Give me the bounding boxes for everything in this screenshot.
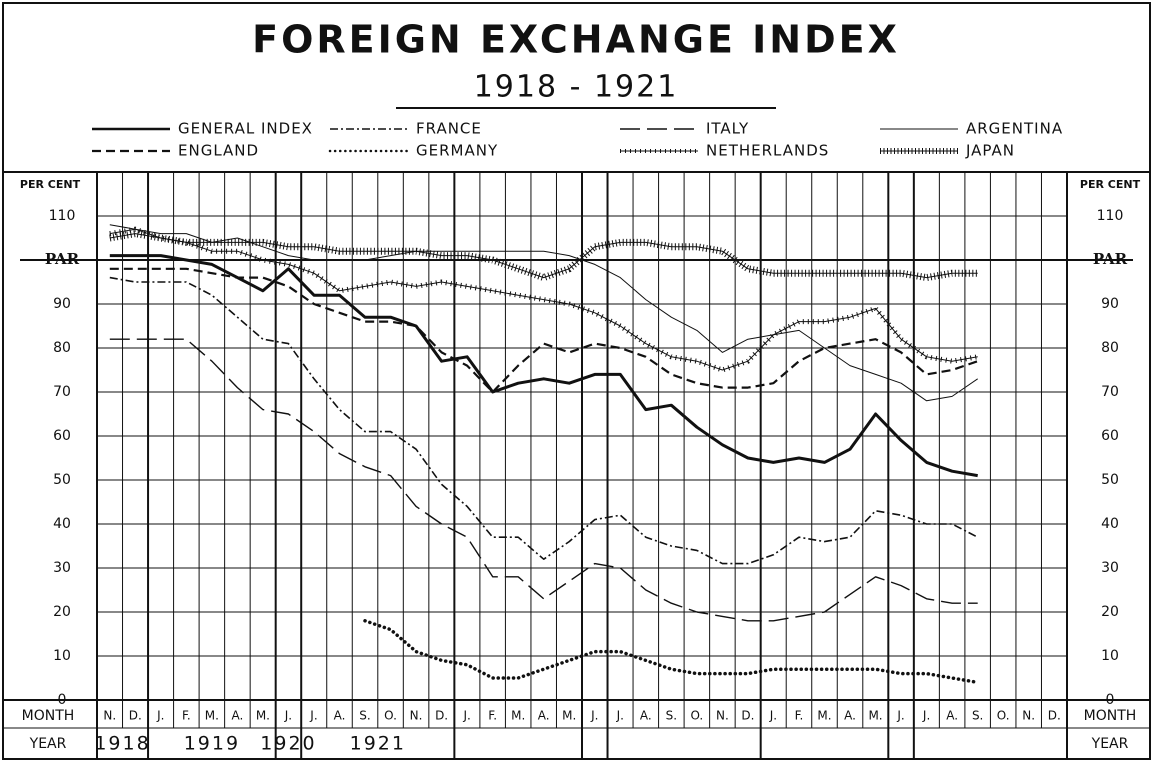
legend-label: GENERAL INDEX <box>178 120 313 138</box>
x-tick-label: N. <box>103 709 116 723</box>
y-tick-label: 50 <box>53 472 71 488</box>
x-tick-label: A. <box>946 709 958 723</box>
year-label: 1918 <box>94 733 150 755</box>
x-tick-label: J. <box>309 709 317 723</box>
x-axis-label: MONTH <box>22 708 75 724</box>
year-label: 1919 <box>184 733 240 755</box>
y-tick-label-right: 80 <box>1101 340 1119 356</box>
x-tick-label: M. <box>205 709 219 723</box>
series-line <box>109 254 978 478</box>
y-tick-label: 60 <box>53 428 71 444</box>
year-label: 1920 <box>260 733 316 755</box>
x-tick-label: N. <box>410 709 423 723</box>
y-tick-label: 10 <box>53 648 71 664</box>
line-texture <box>109 230 978 282</box>
x-tick-label: N. <box>1022 709 1035 723</box>
y-tick-label: 40 <box>53 516 71 532</box>
y-axis-label-right: PER CENT <box>1080 178 1141 191</box>
y-tick-label-right: 70 <box>1101 384 1119 400</box>
x-tick-label: M. <box>562 709 576 723</box>
x-tick-label: D. <box>129 709 142 723</box>
y-tick-label: 30 <box>53 560 71 576</box>
y-tick-label: 0 <box>58 692 67 708</box>
x-tick-label: S. <box>359 709 370 723</box>
x-axis-label-year-right: YEAR <box>1091 736 1129 752</box>
legend-label: FRANCE <box>416 120 482 138</box>
x-tick-label: F. <box>488 709 497 723</box>
x-tick-label: J. <box>769 709 777 723</box>
x-tick-label: A. <box>640 709 652 723</box>
y-tick-label-right: 110 <box>1097 208 1124 224</box>
legend-label: ARGENTINA <box>966 120 1063 138</box>
series-line <box>109 276 979 565</box>
x-tick-label: M. <box>256 709 270 723</box>
series-line <box>109 228 978 371</box>
x-tick-label: A. <box>538 709 550 723</box>
x-tick-label: S. <box>972 709 983 723</box>
y-tick-label: 20 <box>53 604 71 620</box>
x-tick-label: M. <box>868 709 882 723</box>
y-tick-label: 90 <box>53 296 71 312</box>
x-tick-label: A. <box>844 709 856 723</box>
y-tick-label-right: 60 <box>1101 428 1119 444</box>
x-tick-label: J. <box>284 709 292 723</box>
x-tick-label: J. <box>590 709 598 723</box>
y-tick-label-right: 40 <box>1101 516 1119 532</box>
x-tick-label: J. <box>922 709 930 723</box>
y-tick-label-right: 90 <box>1101 296 1119 312</box>
chart-subtitle: 1918 - 1921 <box>474 70 679 105</box>
legend-label: NETHERLANDS <box>706 142 829 160</box>
y-tick-label-right: 30 <box>1101 560 1119 576</box>
x-tick-label: A. <box>334 709 346 723</box>
y-tick-label-right: 50 <box>1101 472 1119 488</box>
x-tick-label: O. <box>997 709 1010 723</box>
x-tick-label: J. <box>462 709 470 723</box>
legend-label: GERMANY <box>416 142 498 160</box>
year-label: 1921 <box>350 733 406 755</box>
series-line <box>109 267 979 394</box>
x-tick-label: D. <box>741 709 754 723</box>
x-axis-label-right: MONTH <box>1084 708 1137 724</box>
x-axis-label-year: YEAR <box>29 736 67 752</box>
line-texture <box>109 226 979 373</box>
x-tick-label: N. <box>716 709 729 723</box>
x-tick-label: J. <box>616 709 624 723</box>
y-tick-label: 70 <box>53 384 71 400</box>
legend-label: JAPAN <box>965 142 1015 160</box>
x-tick-label: D. <box>1048 709 1061 723</box>
x-tick-label: F. <box>182 709 191 723</box>
x-tick-label: J. <box>896 709 904 723</box>
y-tick-label-right: 10 <box>1101 648 1119 664</box>
legend-label: ITALY <box>706 120 749 138</box>
x-tick-label: S. <box>666 709 677 723</box>
series-line <box>109 338 978 622</box>
y-tick-label-right: 0 <box>1106 692 1115 708</box>
legend-label: ENGLAND <box>178 142 259 160</box>
x-tick-label: M. <box>817 709 831 723</box>
chart-title: FOREIGN EXCHANGE INDEX <box>252 18 900 62</box>
x-tick-label: J. <box>156 709 164 723</box>
x-tick-label: A. <box>231 709 243 723</box>
x-tick-label: F. <box>795 709 804 723</box>
x-tick-label: M. <box>511 709 525 723</box>
y-tick-label: 80 <box>53 340 71 356</box>
y-tick-label-right: 20 <box>1101 604 1119 620</box>
series-line <box>109 224 978 402</box>
y-axis-label: PER CENT <box>20 178 81 191</box>
y-tick-label: 110 <box>49 208 76 224</box>
series-line <box>109 233 978 279</box>
series-line <box>363 619 980 685</box>
x-tick-label: O. <box>690 709 703 723</box>
x-tick-label: D. <box>435 709 448 723</box>
x-tick-label: O. <box>384 709 397 723</box>
